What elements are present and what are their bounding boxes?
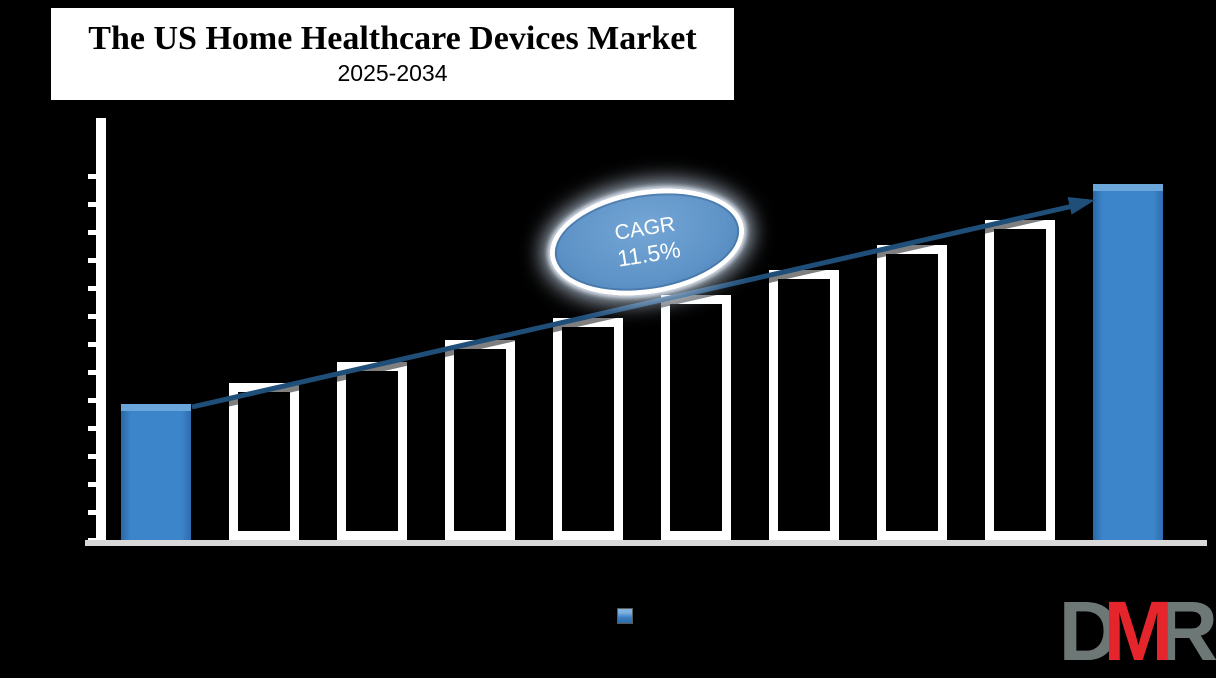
bar-2026: [229, 383, 299, 540]
bar-2034: [1093, 183, 1163, 540]
bar-2025: [121, 404, 191, 540]
y-axis-line: [96, 118, 106, 542]
y-axis-tick: [88, 482, 96, 487]
y-axis-tick: [88, 202, 96, 207]
logo-letter-m: M: [1103, 584, 1173, 678]
chart-subtitle: 2025-2034: [337, 60, 448, 87]
y-axis-tick: [88, 342, 96, 347]
bar-2030: [661, 294, 731, 540]
y-axis-tick: [88, 258, 96, 263]
y-axis-tick: [88, 370, 96, 375]
legend: [617, 608, 633, 624]
bar-2031: [769, 269, 839, 540]
y-axis-tick: [88, 174, 96, 179]
bar-2027: [337, 361, 407, 540]
legend-swatch: [617, 608, 633, 624]
y-axis-tick: [88, 314, 96, 319]
bar-2032: [877, 245, 947, 540]
logo-letter-r: R: [1157, 584, 1216, 678]
chart-title-box: The US Home Healthcare Devices Market 20…: [48, 5, 737, 103]
bar-2028: [445, 339, 515, 540]
bar-2033: [985, 220, 1055, 540]
dmr-logo: D M R: [1058, 584, 1216, 678]
y-axis-tick: [88, 286, 96, 291]
y-axis-tick: [88, 426, 96, 431]
y-axis-tick: [88, 398, 96, 403]
y-axis-tick: [88, 230, 96, 235]
x-axis-line: [85, 540, 1207, 546]
y-axis-tick: [88, 454, 96, 459]
chart-title: The US Home Healthcare Devices Market: [88, 19, 697, 57]
logo-letter-d: D: [1058, 584, 1120, 678]
chart-image: { "title": { "main": "The US Home Health…: [48, 5, 1216, 673]
bars-container: [121, 118, 1163, 540]
bar-2029: [553, 318, 623, 540]
y-axis-tick: [88, 510, 96, 515]
chart-area: CAGR 11.5%: [85, 118, 1210, 546]
